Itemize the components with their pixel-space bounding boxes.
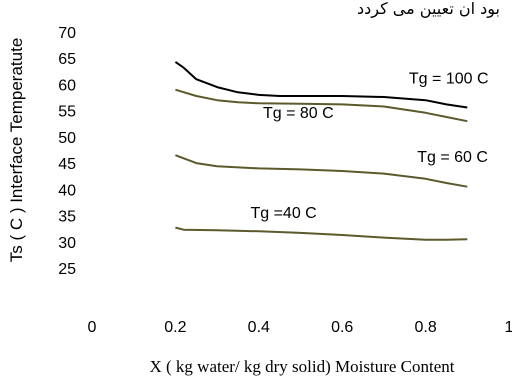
series-label: Tg =40 C	[250, 205, 316, 222]
y-tick-label: 35	[58, 209, 76, 226]
series-line-2	[175, 154, 468, 188]
y-axis-label: Ts ( C ) Interface Temperatute	[7, 38, 26, 263]
x-tick-label: 0.8	[414, 319, 436, 336]
x-tick-label: 1	[505, 319, 512, 336]
y-tick-label: 45	[58, 156, 76, 173]
y-tick-label: 70	[58, 25, 76, 42]
y-tick-label: 50	[58, 130, 76, 147]
x-tick-label: 0.2	[164, 319, 186, 336]
y-tick-label: 60	[58, 77, 76, 94]
x-tick-label: 0.6	[331, 319, 353, 336]
x-tick-label: 0.4	[248, 319, 270, 336]
y-tick-label: 25	[58, 261, 76, 278]
series-label: Tg = 60 C	[417, 149, 488, 166]
series-line-3	[175, 226, 468, 241]
y-tick-label: 55	[58, 104, 76, 121]
series-label: Tg = 80 C	[263, 105, 334, 122]
series-label: Tg = 100 C	[409, 70, 489, 87]
top-text: بود ان تعیین می کردد	[357, 0, 500, 19]
y-tick-label: 40	[58, 182, 76, 199]
series-line-1	[175, 88, 468, 123]
x-axis-label: X ( kg water/ kg dry solid) Moisture Con…	[149, 357, 454, 376]
x-tick-label: 0	[88, 319, 97, 336]
y-tick-label: 65	[58, 51, 76, 68]
series-line-0	[174, 61, 468, 109]
y-tick-label: 30	[58, 235, 76, 252]
